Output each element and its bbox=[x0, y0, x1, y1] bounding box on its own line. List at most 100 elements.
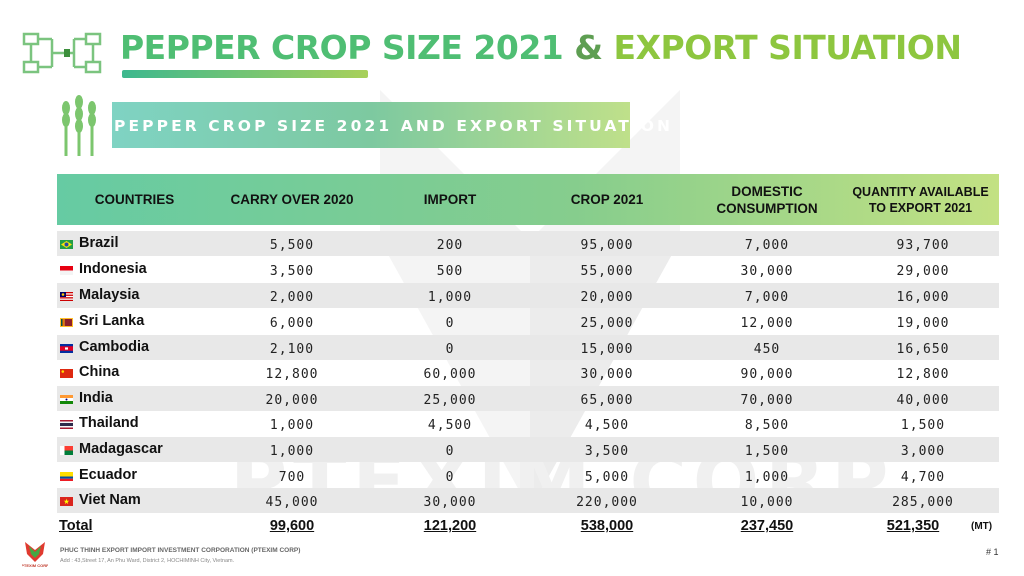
domestic-value: 12,000 bbox=[740, 316, 794, 331]
header-quantity-available: QUANTITY AVAILABLE TO EXPORT 2021 bbox=[852, 184, 989, 215]
import-value: 60,000 bbox=[423, 367, 477, 382]
country-name: Malaysia bbox=[79, 287, 140, 303]
title-part1: PEPPER CROP SIZE 2021 bbox=[120, 28, 564, 67]
export-value: 40,000 bbox=[896, 393, 950, 408]
total-carry-over: 99,600 bbox=[269, 518, 315, 534]
header-carry-over: CARRY OVER 2020 bbox=[230, 192, 354, 207]
subtitle-text: PEPPER CROP SIZE 2021 AND EXPORT SITUATI… bbox=[114, 117, 674, 135]
madagascar-flag-icon bbox=[60, 446, 73, 455]
total-row: Total 99,600 121,200 538,000 237,450 521… bbox=[57, 514, 999, 540]
table-header: COUNTRIES CARRY OVER 2020 IMPORT CROP 20… bbox=[57, 174, 999, 225]
table-row: India 20,000 25,000 65,000 70,000 40,000 bbox=[57, 386, 999, 411]
crop-value: 65,000 bbox=[580, 393, 634, 408]
china-flag-icon bbox=[60, 369, 73, 378]
crop-value: 220,000 bbox=[576, 495, 638, 510]
import-value: 0 bbox=[445, 444, 455, 459]
table-row: Madagascar 1,000 0 3,500 1,500 3,000 bbox=[57, 437, 999, 462]
import-value: 200 bbox=[436, 238, 464, 253]
country-name: Thailand bbox=[79, 415, 139, 431]
title-part2: EXPORT SITUATION bbox=[613, 28, 962, 67]
cambodia-flag-icon bbox=[60, 344, 73, 353]
table-row: China 12,800 60,000 30,000 90,000 12,800 bbox=[57, 360, 999, 385]
country-name: Madagascar bbox=[79, 441, 163, 457]
import-value: 500 bbox=[436, 264, 464, 279]
table-row: Indonesia 3,500 500 55,000 30,000 29,000 bbox=[57, 257, 999, 282]
unit-label: (MT) bbox=[971, 521, 993, 532]
country-name: Indonesia bbox=[79, 261, 147, 277]
import-value: 30,000 bbox=[423, 495, 477, 510]
export-value: 285,000 bbox=[892, 495, 954, 510]
total-import: 121,200 bbox=[423, 518, 477, 534]
export-value: 19,000 bbox=[896, 316, 950, 331]
country-name: Ecuador bbox=[79, 467, 138, 483]
export-value: 12,800 bbox=[896, 367, 950, 382]
carry-over-value: 20,000 bbox=[265, 393, 319, 408]
domestic-value: 70,000 bbox=[740, 393, 794, 408]
carry-over-value: 3,500 bbox=[269, 264, 315, 279]
import-value: 25,000 bbox=[423, 393, 477, 408]
thailand-flag-icon bbox=[60, 420, 73, 429]
export-value: 1,500 bbox=[900, 418, 946, 433]
carry-over-value: 2,000 bbox=[269, 290, 315, 305]
table-row: Viet Nam 45,000 30,000 220,000 10,000 28… bbox=[57, 488, 999, 513]
footer-company-name: PHUC THINH EXPORT IMPORT INVESTMENT CORP… bbox=[60, 547, 301, 554]
domestic-value: 7,000 bbox=[744, 238, 790, 253]
sri-lanka-flag-icon bbox=[60, 318, 73, 327]
total-domestic: 237,450 bbox=[740, 518, 794, 534]
company-logo-icon: PTEXIM CORP bbox=[22, 542, 48, 568]
crop-value: 5,000 bbox=[584, 470, 630, 485]
header-countries: COUNTRIES bbox=[94, 192, 175, 207]
svg-text:PTEXIM CORP: PTEXIM CORP bbox=[22, 563, 48, 568]
wheat-icon bbox=[62, 95, 96, 156]
header-domestic-consumption: DOMESTIC CONSUMPTION bbox=[716, 183, 818, 216]
table-row: Malaysia 2,000 1,000 20,000 7,000 16,000 bbox=[57, 283, 999, 308]
country-name: Sri Lanka bbox=[79, 313, 145, 329]
table-row: Cambodia 2,100 0 15,000 450 16,650 bbox=[57, 335, 999, 360]
domestic-value: 10,000 bbox=[740, 495, 794, 510]
carry-over-value: 5,500 bbox=[269, 238, 315, 253]
carry-over-value: 12,800 bbox=[265, 367, 319, 382]
table-row: Thailand 1,000 4,500 4,500 8,500 1,500 bbox=[57, 411, 999, 436]
subtitle-banner: PEPPER CROP SIZE 2021 AND EXPORT SITUATI… bbox=[112, 102, 670, 148]
domestic-value: 7,000 bbox=[744, 290, 790, 305]
carry-over-value: 45,000 bbox=[265, 495, 319, 510]
export-value: 4,700 bbox=[900, 470, 946, 485]
export-value: 16,000 bbox=[896, 290, 950, 305]
export-value: 29,000 bbox=[896, 264, 950, 279]
domestic-value: 450 bbox=[753, 342, 781, 357]
crop-value: 25,000 bbox=[580, 316, 634, 331]
table-row: Ecuador 700 0 5,000 1,000 4,700 bbox=[57, 463, 999, 488]
table-row: Sri Lanka 6,000 0 25,000 12,000 19,000 bbox=[57, 309, 999, 334]
total-crop: 538,000 bbox=[580, 518, 634, 534]
domestic-value: 1,000 bbox=[744, 470, 790, 485]
crop-value: 30,000 bbox=[580, 367, 634, 382]
country-name: Viet Nam bbox=[79, 492, 141, 508]
domestic-value: 1,500 bbox=[744, 444, 790, 459]
export-value: 16,650 bbox=[896, 342, 950, 357]
crop-value: 55,000 bbox=[580, 264, 634, 279]
title-underline bbox=[122, 70, 368, 78]
crop-value: 20,000 bbox=[580, 290, 634, 305]
circuit-logo-icon bbox=[22, 32, 102, 74]
country-name: Cambodia bbox=[79, 339, 150, 355]
page-title: PEPPER CROP SIZE 2021 & EXPORT SITUATION bbox=[120, 28, 962, 67]
import-value: 1,000 bbox=[427, 290, 473, 305]
header-crop: CROP 2021 bbox=[570, 192, 644, 207]
import-value: 0 bbox=[445, 470, 455, 485]
export-value: 93,700 bbox=[896, 238, 950, 253]
country-name: China bbox=[79, 364, 120, 380]
brazil-flag-icon bbox=[60, 240, 73, 249]
crop-value: 3,500 bbox=[584, 444, 630, 459]
import-value: 0 bbox=[445, 316, 455, 331]
country-name: Brazil bbox=[79, 235, 119, 251]
crop-value: 4,500 bbox=[584, 418, 630, 433]
total-label: Total bbox=[59, 518, 93, 534]
domestic-value: 30,000 bbox=[740, 264, 794, 279]
crop-value: 95,000 bbox=[580, 238, 634, 253]
domestic-value: 8,500 bbox=[744, 418, 790, 433]
country-name: India bbox=[79, 390, 113, 406]
import-value: 4,500 bbox=[427, 418, 473, 433]
total-export: 521,350 bbox=[886, 518, 940, 534]
vietnam-flag-icon bbox=[60, 497, 73, 506]
table-row: Brazil 5,500 200 95,000 7,000 93,700 bbox=[57, 231, 999, 256]
